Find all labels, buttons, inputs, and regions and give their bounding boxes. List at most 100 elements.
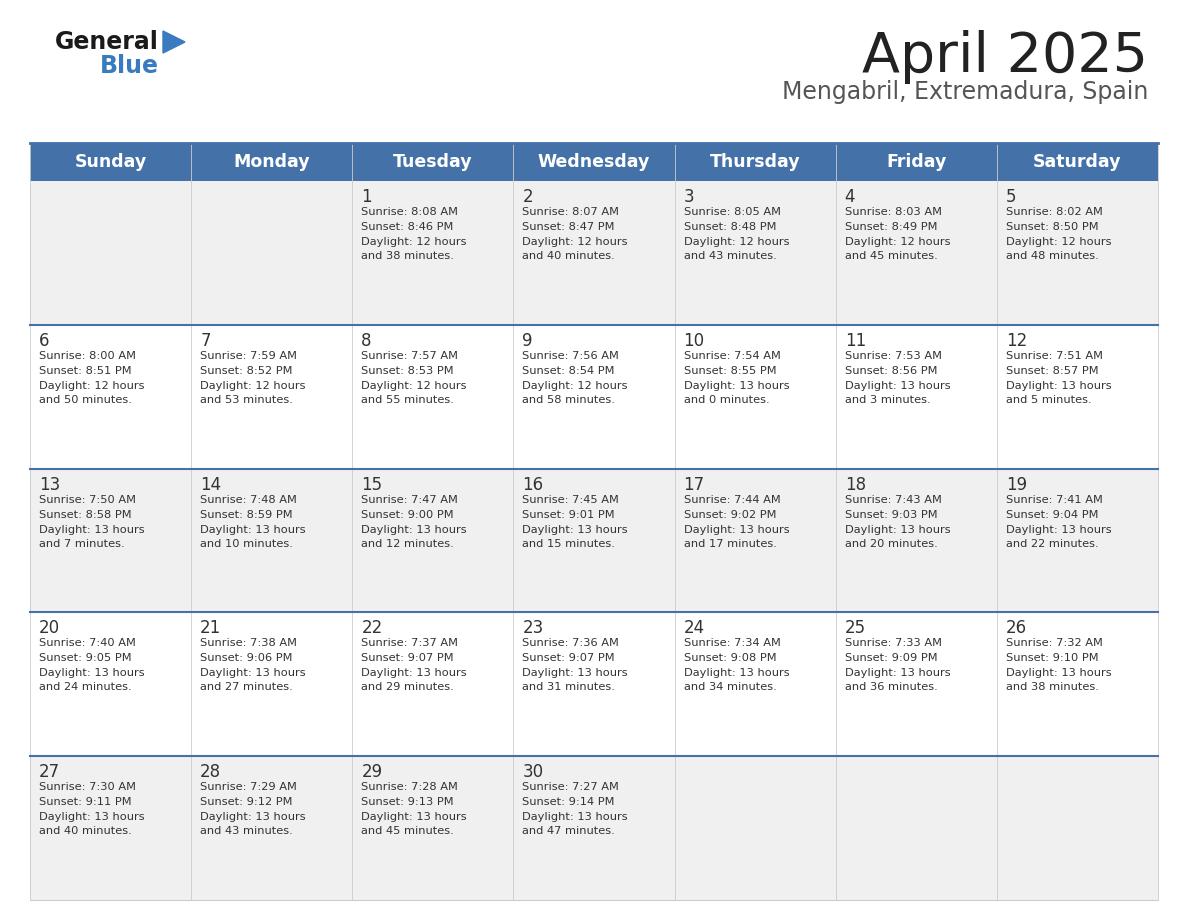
Text: Daylight: 13 hours: Daylight: 13 hours <box>523 524 628 534</box>
Text: Daylight: 13 hours: Daylight: 13 hours <box>845 524 950 534</box>
Text: Sunrise: 8:05 AM: Sunrise: 8:05 AM <box>683 207 781 217</box>
Text: 15: 15 <box>361 476 383 494</box>
Text: Sunset: 9:07 PM: Sunset: 9:07 PM <box>361 654 454 664</box>
Text: and 22 minutes.: and 22 minutes. <box>1006 539 1099 549</box>
Text: Thursday: Thursday <box>710 153 801 171</box>
Text: April 2025: April 2025 <box>862 30 1148 84</box>
Text: Sunset: 9:08 PM: Sunset: 9:08 PM <box>683 654 776 664</box>
Text: Daylight: 13 hours: Daylight: 13 hours <box>200 812 305 823</box>
Text: Daylight: 13 hours: Daylight: 13 hours <box>523 668 628 678</box>
Text: and 55 minutes.: and 55 minutes. <box>361 395 454 405</box>
Text: 25: 25 <box>845 620 866 637</box>
Text: Daylight: 13 hours: Daylight: 13 hours <box>200 524 305 534</box>
Text: 23: 23 <box>523 620 544 637</box>
Text: Sunset: 8:53 PM: Sunset: 8:53 PM <box>361 365 454 375</box>
Text: and 53 minutes.: and 53 minutes. <box>200 395 293 405</box>
Text: Sunrise: 7:50 AM: Sunrise: 7:50 AM <box>39 495 135 505</box>
Text: 14: 14 <box>200 476 221 494</box>
Text: Daylight: 13 hours: Daylight: 13 hours <box>39 524 145 534</box>
Text: and 43 minutes.: and 43 minutes. <box>683 251 776 261</box>
Text: and 15 minutes.: and 15 minutes. <box>523 539 615 549</box>
Text: 21: 21 <box>200 620 221 637</box>
Text: 27: 27 <box>39 763 61 781</box>
Text: and 29 minutes.: and 29 minutes. <box>361 682 454 692</box>
Text: and 24 minutes.: and 24 minutes. <box>39 682 132 692</box>
Text: Daylight: 12 hours: Daylight: 12 hours <box>523 237 628 247</box>
Text: Sunset: 8:50 PM: Sunset: 8:50 PM <box>1006 222 1099 232</box>
Text: 19: 19 <box>1006 476 1026 494</box>
Text: and 7 minutes.: and 7 minutes. <box>39 539 125 549</box>
Text: Sunset: 9:13 PM: Sunset: 9:13 PM <box>361 797 454 807</box>
Text: Daylight: 13 hours: Daylight: 13 hours <box>361 668 467 678</box>
Text: Sunrise: 7:51 AM: Sunrise: 7:51 AM <box>1006 351 1102 361</box>
Text: Sunrise: 8:00 AM: Sunrise: 8:00 AM <box>39 351 135 361</box>
Text: Sunrise: 7:56 AM: Sunrise: 7:56 AM <box>523 351 619 361</box>
Text: and 45 minutes.: and 45 minutes. <box>845 251 937 261</box>
Text: and 17 minutes.: and 17 minutes. <box>683 539 777 549</box>
Bar <box>30 325 1158 468</box>
Text: and 0 minutes.: and 0 minutes. <box>683 395 769 405</box>
Text: and 40 minutes.: and 40 minutes. <box>39 826 132 836</box>
Text: and 43 minutes.: and 43 minutes. <box>200 826 293 836</box>
Text: 22: 22 <box>361 620 383 637</box>
Text: 11: 11 <box>845 331 866 350</box>
Text: Sunrise: 7:34 AM: Sunrise: 7:34 AM <box>683 638 781 648</box>
Text: and 58 minutes.: and 58 minutes. <box>523 395 615 405</box>
Text: 16: 16 <box>523 476 544 494</box>
Text: 17: 17 <box>683 476 704 494</box>
Text: and 40 minutes.: and 40 minutes. <box>523 251 615 261</box>
Text: 4: 4 <box>845 188 855 206</box>
Text: 26: 26 <box>1006 620 1026 637</box>
Bar <box>30 756 1158 900</box>
Text: Sunset: 8:47 PM: Sunset: 8:47 PM <box>523 222 615 232</box>
Text: and 45 minutes.: and 45 minutes. <box>361 826 454 836</box>
Text: Sunrise: 7:54 AM: Sunrise: 7:54 AM <box>683 351 781 361</box>
Text: Sunset: 8:54 PM: Sunset: 8:54 PM <box>523 365 615 375</box>
Text: Daylight: 12 hours: Daylight: 12 hours <box>523 381 628 391</box>
Text: Daylight: 12 hours: Daylight: 12 hours <box>200 381 305 391</box>
Text: 12: 12 <box>1006 331 1028 350</box>
Text: Sunset: 9:10 PM: Sunset: 9:10 PM <box>1006 654 1099 664</box>
Text: and 31 minutes.: and 31 minutes. <box>523 682 615 692</box>
Text: Daylight: 13 hours: Daylight: 13 hours <box>39 812 145 823</box>
Text: and 36 minutes.: and 36 minutes. <box>845 682 937 692</box>
Text: Sunrise: 8:02 AM: Sunrise: 8:02 AM <box>1006 207 1102 217</box>
Text: Sunrise: 7:44 AM: Sunrise: 7:44 AM <box>683 495 781 505</box>
Text: 13: 13 <box>39 476 61 494</box>
Text: Sunset: 8:46 PM: Sunset: 8:46 PM <box>361 222 454 232</box>
Text: Daylight: 13 hours: Daylight: 13 hours <box>523 812 628 823</box>
Text: Daylight: 12 hours: Daylight: 12 hours <box>361 237 467 247</box>
Text: 24: 24 <box>683 620 704 637</box>
Text: Sunrise: 7:53 AM: Sunrise: 7:53 AM <box>845 351 942 361</box>
Text: and 3 minutes.: and 3 minutes. <box>845 395 930 405</box>
Text: and 38 minutes.: and 38 minutes. <box>1006 682 1099 692</box>
Text: Friday: Friday <box>886 153 947 171</box>
Text: Daylight: 13 hours: Daylight: 13 hours <box>361 812 467 823</box>
Text: Daylight: 13 hours: Daylight: 13 hours <box>1006 381 1112 391</box>
Text: Sunset: 9:11 PM: Sunset: 9:11 PM <box>39 797 132 807</box>
Text: Daylight: 12 hours: Daylight: 12 hours <box>1006 237 1111 247</box>
Text: and 27 minutes.: and 27 minutes. <box>200 682 293 692</box>
Text: Sunrise: 7:32 AM: Sunrise: 7:32 AM <box>1006 638 1102 648</box>
Text: Saturday: Saturday <box>1034 153 1121 171</box>
Text: Sunrise: 7:40 AM: Sunrise: 7:40 AM <box>39 638 135 648</box>
Text: 1: 1 <box>361 188 372 206</box>
Text: Sunset: 8:48 PM: Sunset: 8:48 PM <box>683 222 776 232</box>
Text: 20: 20 <box>39 620 61 637</box>
Text: Sunrise: 7:37 AM: Sunrise: 7:37 AM <box>361 638 459 648</box>
Text: and 38 minutes.: and 38 minutes. <box>361 251 454 261</box>
Text: Sunrise: 7:45 AM: Sunrise: 7:45 AM <box>523 495 619 505</box>
Text: Daylight: 13 hours: Daylight: 13 hours <box>361 524 467 534</box>
Text: Sunrise: 8:07 AM: Sunrise: 8:07 AM <box>523 207 619 217</box>
Text: Sunset: 8:56 PM: Sunset: 8:56 PM <box>845 365 937 375</box>
Text: Sunset: 9:06 PM: Sunset: 9:06 PM <box>200 654 292 664</box>
Text: Blue: Blue <box>100 54 159 78</box>
Text: Sunset: 9:00 PM: Sunset: 9:00 PM <box>361 509 454 520</box>
Text: Daylight: 13 hours: Daylight: 13 hours <box>1006 524 1112 534</box>
Text: 7: 7 <box>200 331 210 350</box>
Text: 30: 30 <box>523 763 544 781</box>
Bar <box>30 181 1158 325</box>
Text: and 50 minutes.: and 50 minutes. <box>39 395 132 405</box>
Text: Sunrise: 7:43 AM: Sunrise: 7:43 AM <box>845 495 942 505</box>
Text: Sunset: 8:59 PM: Sunset: 8:59 PM <box>200 509 292 520</box>
